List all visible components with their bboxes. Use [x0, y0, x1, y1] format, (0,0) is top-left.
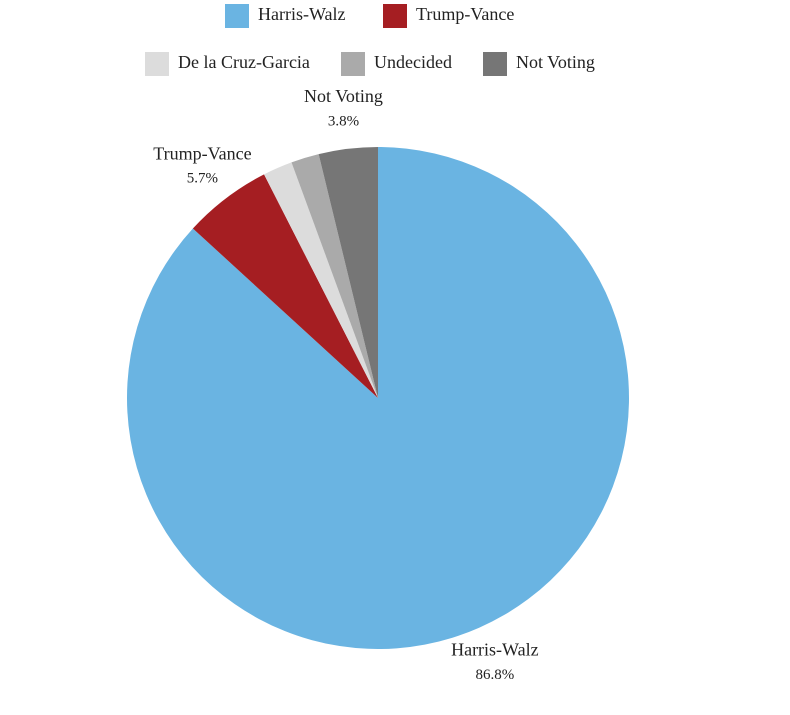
- legend-label: Not Voting: [516, 52, 595, 72]
- legend-swatch: [145, 52, 169, 76]
- slice-name: Harris-Walz: [451, 640, 539, 660]
- slice-name: Not Voting: [304, 86, 383, 106]
- slice-value: 5.7%: [187, 171, 218, 187]
- legend-label: De la Cruz-Garcia: [178, 52, 310, 72]
- slice-name: Trump-Vance: [153, 143, 251, 163]
- legend-swatch: [383, 4, 407, 28]
- legend-swatch: [341, 52, 365, 76]
- slice-value: 3.8%: [328, 114, 359, 130]
- pie-slice: [126, 147, 629, 649]
- legend-swatch: [483, 52, 507, 76]
- legend-swatch: [225, 4, 249, 28]
- pie-slice: [192, 174, 378, 398]
- pie-slice: [318, 147, 378, 398]
- slice-value: 86.8%: [475, 667, 514, 683]
- pie-slice: [291, 154, 378, 398]
- legend-label: Harris-Walz: [258, 4, 346, 24]
- legend-label: Undecided: [374, 52, 452, 72]
- legend-label: Trump-Vance: [416, 4, 514, 24]
- pie-slice: [264, 162, 378, 398]
